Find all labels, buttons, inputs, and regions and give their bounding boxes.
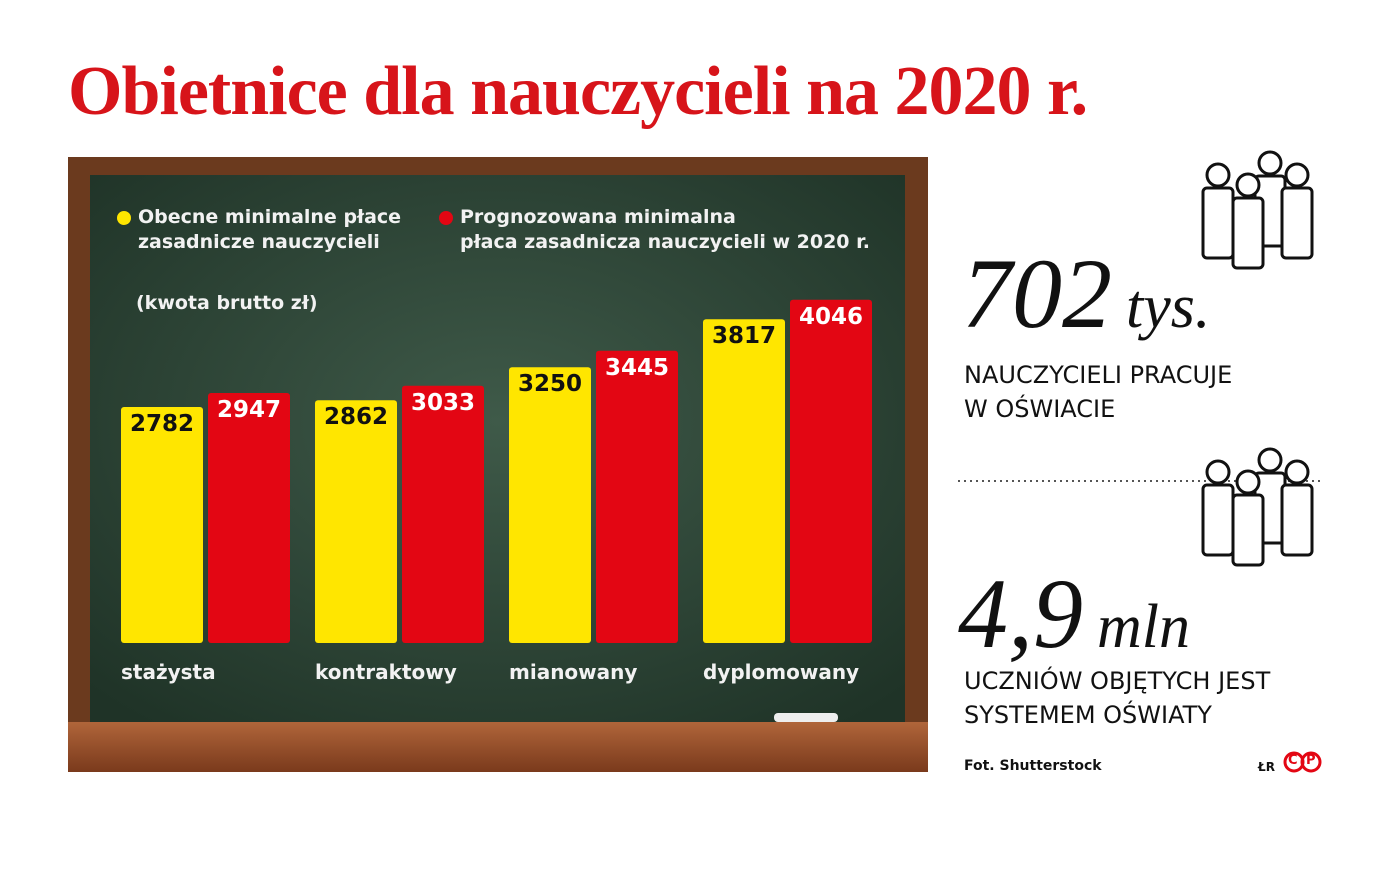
legend-label: Prognozowana minimalna płaca zasadnicza … — [460, 206, 871, 253]
bar — [790, 299, 872, 643]
legend-label: Obecne minimalne płace zasadnicze nauczy… — [138, 206, 402, 253]
value-label: 2947 — [216, 397, 281, 423]
shelf — [68, 722, 928, 772]
credit: Fot. Shutterstock — [964, 758, 1102, 774]
legend-dot — [439, 211, 453, 225]
bar — [402, 385, 484, 643]
x-tick-label: stażysta — [121, 660, 216, 684]
stat-label: NAUCZYCIELI PRACUJE W OŚWIACIE — [964, 361, 1233, 423]
title: Obietnice dla nauczycieli na 2020 r. — [68, 53, 1088, 130]
logo-letter: P — [1306, 753, 1316, 768]
x-tick-label: mianowany — [509, 660, 638, 684]
stat-number: 4,9 — [958, 558, 1083, 669]
value-label: 2862 — [323, 404, 388, 431]
bar — [315, 400, 397, 643]
bar — [121, 407, 203, 643]
subtitle: (kwota brutto zł) — [136, 292, 318, 314]
logo-letter: C — [1288, 753, 1298, 768]
author: ŁR — [1258, 760, 1275, 774]
bar — [596, 350, 678, 643]
stat-number: 702 — [962, 238, 1112, 349]
stat-unit: tys. — [1126, 273, 1211, 341]
value-label: 3250 — [517, 371, 582, 398]
bar — [509, 367, 591, 643]
stat-unit: mln — [1097, 593, 1190, 661]
stat-label: UCZNIÓW OBJĘTYCH JEST SYSTEMEM OŚWIATY — [964, 667, 1271, 729]
bar — [703, 319, 785, 643]
value-label: 2782 — [129, 411, 194, 437]
chalk — [774, 713, 838, 722]
value-label: 3445 — [604, 354, 669, 381]
value-label: 3817 — [711, 323, 776, 350]
x-tick-label: kontraktowy — [315, 660, 457, 684]
bar — [208, 393, 290, 643]
people-icon — [1201, 447, 1314, 567]
x-tick-label: dyplomowany — [703, 660, 860, 684]
logo-ring — [1300, 751, 1322, 773]
value-label: 4046 — [798, 303, 863, 330]
people-icon — [1201, 150, 1314, 270]
legend-dot — [117, 211, 131, 225]
value-label: 3033 — [410, 389, 475, 416]
